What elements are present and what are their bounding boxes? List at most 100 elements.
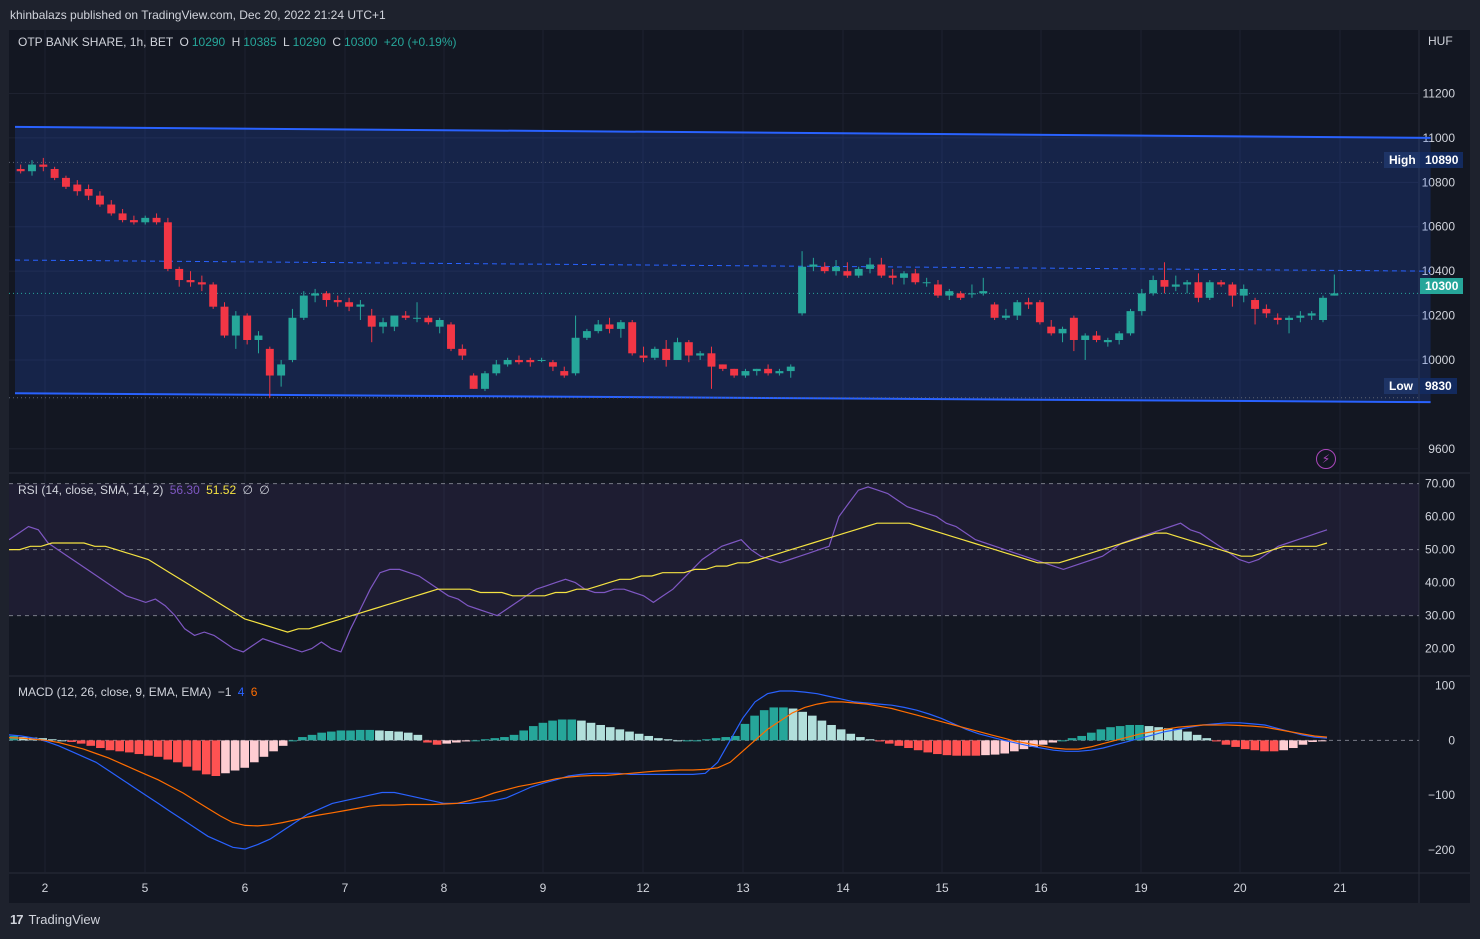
high-tag-value: 10890 <box>1420 152 1464 168</box>
candle-body <box>50 169 59 178</box>
candle-body <box>945 291 954 296</box>
macd-histogram-bar <box>1067 738 1077 741</box>
price-tick-label: 10200 <box>1422 309 1456 323</box>
macd-histogram-bar <box>240 740 250 768</box>
candle-body <box>1330 293 1339 296</box>
macd-histogram-bar <box>47 739 57 741</box>
macd-histogram-bar <box>134 740 144 755</box>
macd-histogram-bar <box>1212 740 1221 742</box>
macd-histogram-bar <box>96 740 105 749</box>
macd-histogram-bar <box>105 740 115 751</box>
candle-body <box>922 282 931 284</box>
macd-histogram-bar <box>1221 740 1231 745</box>
candle-body <box>854 268 863 276</box>
macd-histogram-bar <box>682 740 692 742</box>
x-tick-label: 5 <box>142 881 149 895</box>
macd-histogram-bar <box>509 734 519 741</box>
candle-body <box>650 348 659 358</box>
macd-histogram-bar <box>711 738 721 741</box>
macd-histogram-bar <box>1163 728 1173 741</box>
candle-body <box>1251 300 1260 309</box>
candle-body <box>843 271 852 276</box>
macd-histogram-bar <box>1077 735 1086 741</box>
macd-signal-line <box>9 701 1328 827</box>
candle-body <box>888 275 897 278</box>
currency-label[interactable]: HUF <box>1428 34 1453 48</box>
candle-body <box>911 273 920 283</box>
macd-histogram-bar <box>759 710 769 741</box>
candle-body <box>1115 333 1124 340</box>
candle-body <box>1081 335 1090 340</box>
candle-body <box>503 359 512 365</box>
macd-title[interactable]: MACD (12, 26, close, 9, EMA, EMA) <box>18 685 212 699</box>
candle-body <box>311 293 320 296</box>
macd-histogram-bar <box>942 740 952 756</box>
candle-body <box>220 306 229 336</box>
macd-histogram-bar <box>288 740 298 742</box>
macd-histogram-bar <box>1317 740 1327 742</box>
lightning-icon[interactable]: ⚡ <box>1316 449 1336 469</box>
candle-body <box>967 293 976 295</box>
tradingview-logo[interactable]: 17 TradingView <box>10 912 100 927</box>
macd-histogram-bar <box>702 739 711 741</box>
candle-body <box>537 359 546 361</box>
macd-histogram-bar <box>1135 724 1144 741</box>
rsi-ma-line <box>9 522 1328 633</box>
candle-body <box>435 320 444 327</box>
candle-body <box>526 359 535 363</box>
candle-body <box>322 293 331 301</box>
change-value: +20 (+0.19%) <box>383 35 457 49</box>
rsi-title[interactable]: RSI (14, close, SMA, 14, 2) <box>18 483 164 497</box>
candle-body <box>129 220 138 223</box>
candle-body <box>458 348 467 356</box>
macd-histogram-bar <box>298 737 307 741</box>
candle-body <box>163 222 172 269</box>
macd-histogram-bar <box>913 740 923 751</box>
rsi-line <box>9 486 1328 653</box>
macd-histogram-bar <box>740 723 750 741</box>
macd-histogram-bar <box>557 719 567 741</box>
candle-body <box>798 266 807 314</box>
candle-body <box>639 355 648 358</box>
candle-body <box>288 317 297 360</box>
macd-histogram-bar <box>788 708 798 741</box>
macd-histogram-bar <box>923 740 933 753</box>
macd-histogram-bar <box>355 729 365 741</box>
macd-histogram-bar <box>1096 729 1106 741</box>
macd-histogram-bar <box>326 731 336 741</box>
macd-histogram-bar <box>538 722 548 741</box>
macd-histogram-bar <box>201 740 211 775</box>
macd-histogram-bar <box>673 740 682 742</box>
channel-lower-line <box>14 392 1431 404</box>
macd-histogram-bar <box>750 715 759 741</box>
macd-histogram-bar <box>952 740 961 756</box>
macd-line-value: 4 <box>237 685 245 699</box>
rsi-tick-label: 50.00 <box>1425 543 1455 557</box>
candle-body <box>107 204 116 214</box>
macd-histogram-bar <box>423 740 432 743</box>
candle-body <box>877 264 886 276</box>
symbol-label[interactable]: OTP BANK SHARE, 1h, BET <box>18 35 174 49</box>
x-tick-label: 14 <box>836 881 850 895</box>
chart-canvas[interactable]: 2 5 6 7 8 9 12 13 14 15 16 19 20 21 11200 11000 10800 106… <box>9 30 1470 903</box>
macd-histogram-bar <box>317 732 326 741</box>
candle-body <box>141 217 150 223</box>
macd-tick-label: 100 <box>1435 678 1455 692</box>
candle-body <box>469 375 478 389</box>
candle-body <box>16 169 25 172</box>
channel-upper-line <box>14 125 1431 139</box>
candle-body <box>832 266 841 272</box>
rsi-legend: RSI (14, close, SMA, 14, 2) 56.30 51.52 … <box>18 483 273 497</box>
x-tick-label: 21 <box>1333 881 1347 895</box>
candle-body <box>209 284 218 307</box>
macd-histogram-bar <box>86 740 96 746</box>
x-tick-label: 6 <box>242 881 249 895</box>
high-tag-label: High <box>1384 152 1421 168</box>
candle-body <box>61 177 70 187</box>
candle-body <box>900 273 908 278</box>
macd-histogram-bar <box>1038 740 1048 745</box>
candle-body <box>1160 280 1169 287</box>
macd-histogram-bar <box>875 740 884 742</box>
macd-tick-label: 0 <box>1448 733 1455 747</box>
x-tick-label: 19 <box>1134 881 1148 895</box>
